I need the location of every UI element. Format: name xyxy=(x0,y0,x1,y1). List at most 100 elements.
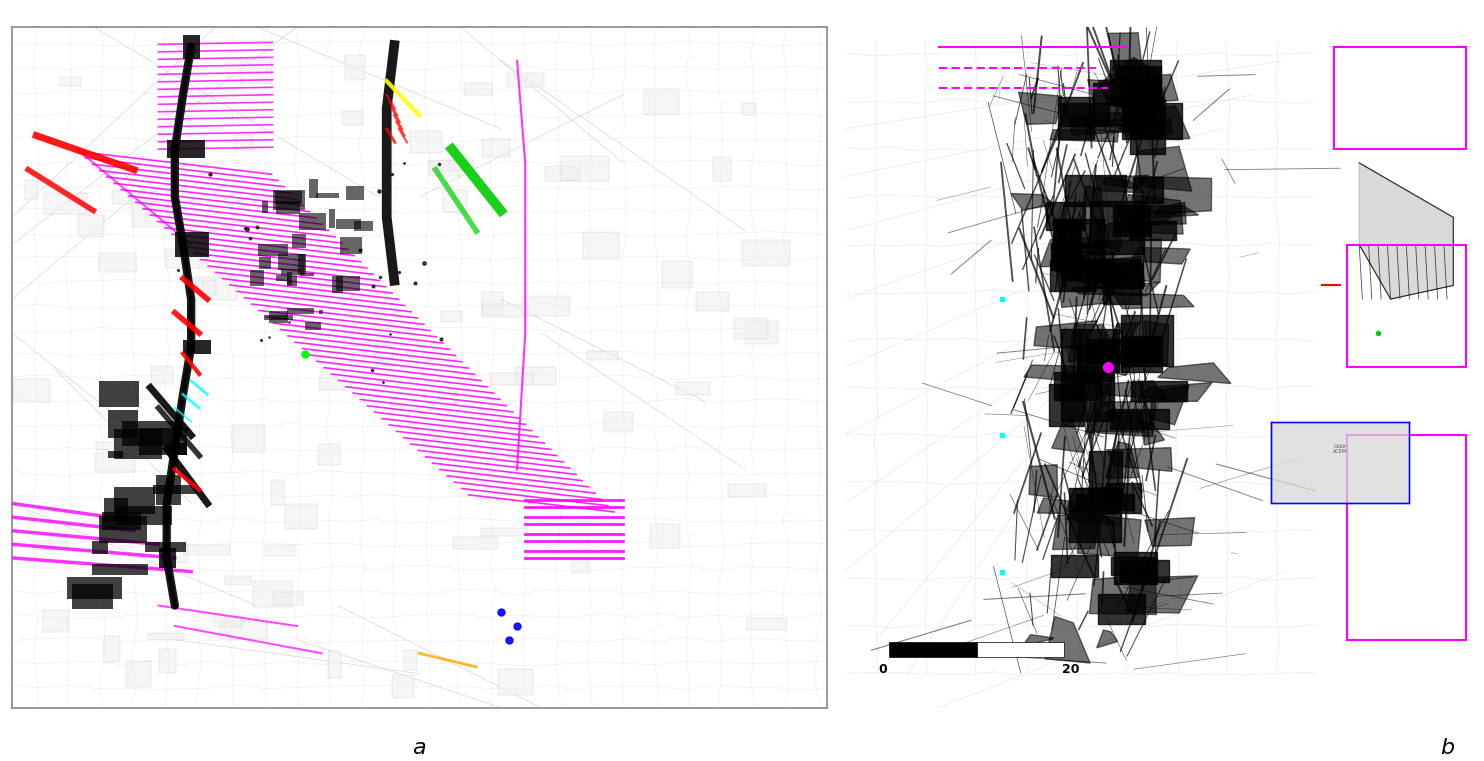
Polygon shape xyxy=(1040,237,1091,267)
Bar xyxy=(156,476,181,505)
Polygon shape xyxy=(1120,560,1169,581)
Bar xyxy=(1272,422,1410,504)
Bar xyxy=(464,83,491,95)
Polygon shape xyxy=(1112,292,1195,309)
Bar xyxy=(280,269,304,275)
Bar xyxy=(604,412,632,431)
Polygon shape xyxy=(1120,336,1162,371)
Polygon shape xyxy=(1064,250,1116,285)
Bar xyxy=(729,483,766,497)
Bar xyxy=(240,247,263,255)
Polygon shape xyxy=(1109,33,1143,69)
Polygon shape xyxy=(1120,195,1183,234)
Polygon shape xyxy=(1113,66,1165,102)
Bar xyxy=(99,253,135,272)
Polygon shape xyxy=(1092,380,1166,399)
Bar xyxy=(232,425,264,452)
Bar xyxy=(116,505,172,525)
Polygon shape xyxy=(1051,129,1119,142)
Bar xyxy=(92,541,108,554)
Polygon shape xyxy=(1129,100,1165,154)
Polygon shape xyxy=(1158,363,1232,384)
Polygon shape xyxy=(1086,339,1147,363)
Bar xyxy=(279,254,304,270)
Bar xyxy=(226,576,251,584)
Bar xyxy=(482,304,528,317)
Polygon shape xyxy=(1058,97,1094,139)
Bar xyxy=(309,180,318,199)
Bar xyxy=(183,339,211,354)
Polygon shape xyxy=(1098,594,1144,625)
Bar xyxy=(344,323,387,346)
Polygon shape xyxy=(1116,207,1177,230)
Polygon shape xyxy=(1049,384,1085,426)
Bar xyxy=(202,280,215,295)
Bar xyxy=(272,480,285,505)
Polygon shape xyxy=(1066,509,1116,525)
Polygon shape xyxy=(1131,247,1190,264)
Bar xyxy=(252,581,292,607)
Polygon shape xyxy=(1134,146,1192,191)
Bar xyxy=(586,351,617,360)
Polygon shape xyxy=(1106,441,1140,479)
Bar xyxy=(332,276,343,293)
Bar xyxy=(126,661,151,687)
Bar xyxy=(298,254,306,274)
Bar xyxy=(220,621,267,639)
Polygon shape xyxy=(1022,635,1054,645)
Bar xyxy=(353,221,372,231)
Polygon shape xyxy=(1037,498,1086,514)
Polygon shape xyxy=(1109,322,1140,349)
Bar xyxy=(292,234,306,248)
Polygon shape xyxy=(1057,272,1125,307)
Bar xyxy=(166,140,205,158)
Bar xyxy=(269,311,288,323)
Bar xyxy=(286,276,297,285)
Bar xyxy=(261,200,269,212)
Polygon shape xyxy=(1018,92,1063,124)
Bar xyxy=(59,77,82,86)
Bar xyxy=(696,292,729,311)
Polygon shape xyxy=(1089,201,1144,254)
Polygon shape xyxy=(1066,175,1126,206)
Text: 0: 0 xyxy=(879,664,887,677)
Polygon shape xyxy=(1086,401,1156,437)
Polygon shape xyxy=(1089,451,1122,498)
Bar xyxy=(276,275,289,281)
Polygon shape xyxy=(1028,465,1058,498)
Bar xyxy=(306,322,321,330)
Bar xyxy=(319,377,346,390)
Bar xyxy=(264,315,292,320)
Text: Cabir
ACEM: Cabir ACEM xyxy=(1334,444,1347,454)
Polygon shape xyxy=(1097,177,1144,193)
Bar xyxy=(677,381,709,395)
Bar xyxy=(159,649,177,673)
Bar xyxy=(113,429,162,459)
Polygon shape xyxy=(1051,243,1104,269)
Bar xyxy=(583,232,619,259)
Bar xyxy=(745,321,778,344)
Bar xyxy=(92,564,148,575)
Bar xyxy=(286,308,313,314)
Bar xyxy=(429,161,466,177)
Bar xyxy=(43,610,68,632)
Bar xyxy=(976,642,1064,657)
Bar xyxy=(183,35,200,59)
Polygon shape xyxy=(1120,315,1174,366)
Polygon shape xyxy=(1103,259,1140,304)
Bar xyxy=(286,272,292,285)
Bar xyxy=(151,365,174,384)
Polygon shape xyxy=(1150,385,1189,425)
Polygon shape xyxy=(1061,260,1113,279)
Bar xyxy=(153,486,197,494)
Polygon shape xyxy=(1103,175,1149,189)
Polygon shape xyxy=(1134,177,1163,203)
Bar xyxy=(251,269,264,286)
Bar xyxy=(99,516,147,543)
Polygon shape xyxy=(1052,219,1080,263)
Bar xyxy=(79,215,104,237)
Polygon shape xyxy=(1068,324,1119,361)
Bar xyxy=(119,449,147,457)
Bar xyxy=(454,537,497,549)
Polygon shape xyxy=(1086,256,1146,286)
